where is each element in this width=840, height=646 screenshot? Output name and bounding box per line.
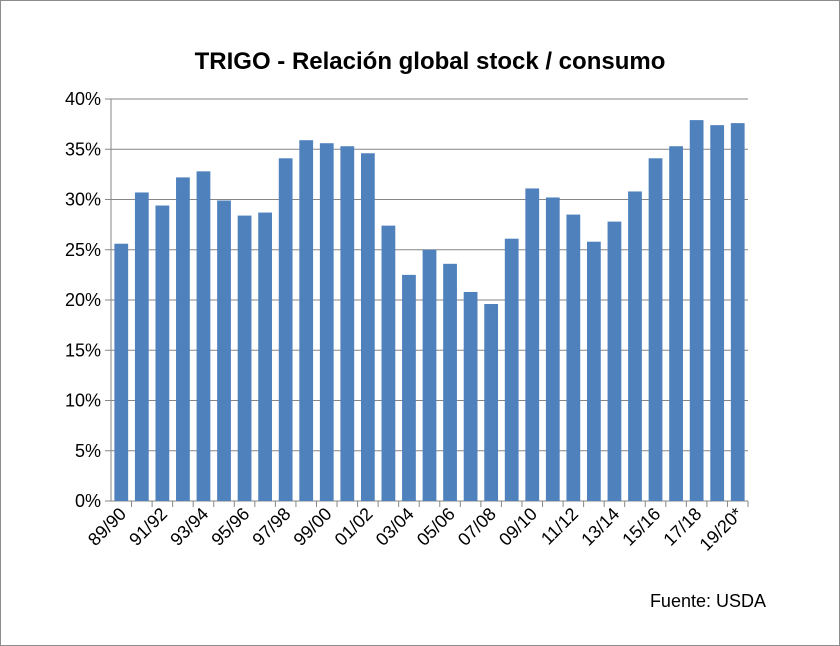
chart-title: TRIGO - Relación global stock / consumo [194,48,666,75]
y-tick-label: 20% [65,290,101,310]
x-tick-label: 05/06 [413,504,459,550]
x-tick-label: 19/20* [696,504,747,555]
x-tick-label: 93/94 [166,504,212,550]
source-note: Fuente: USDA [649,591,766,611]
bar [628,191,642,501]
bar [196,171,211,502]
x-tick-label: 99/00 [290,504,336,550]
x-tick-label: 15/16 [618,504,664,550]
y-tick-label: 30% [65,190,101,210]
x-tick-label: 03/04 [372,504,418,550]
bar [607,221,622,502]
bar [237,215,252,501]
y-tick-label: 40% [65,89,101,109]
bar [381,225,396,501]
bar [669,146,683,502]
bar [299,140,314,501]
x-tick-label: 97/98 [248,504,294,550]
bar [217,200,231,501]
bar [134,192,149,501]
x-tick-label: 95/96 [207,504,253,550]
bar [176,177,190,501]
bar [504,238,519,501]
y-tick-label: 0% [75,491,101,511]
bar [155,205,170,501]
bar [114,243,129,501]
bar [545,197,560,502]
y-tick-label: 10% [65,391,101,411]
bar [710,125,725,501]
x-tick-label: 13/14 [577,504,623,550]
bar [258,212,272,501]
bar [463,291,478,501]
x-tick-label: 91/92 [125,504,171,550]
y-tick-label: 15% [65,340,101,360]
bar [319,143,334,501]
bar [525,188,540,501]
x-tick-label: 09/10 [495,504,541,550]
bar [278,158,293,502]
bar [484,304,499,501]
y-tick-label: 5% [75,441,101,461]
bar [340,146,355,502]
bar [443,263,457,501]
bar [689,120,704,501]
x-tick-label: 11/12 [537,504,582,549]
bar [566,214,581,501]
bar [648,158,663,502]
bar [402,274,416,501]
x-tick-label: 01/02 [331,504,377,550]
bar [360,153,375,501]
y-tick-label: 25% [65,240,101,260]
x-tick-label: 07/08 [454,504,500,550]
bar [730,123,745,502]
bar [587,241,601,501]
bar [422,249,437,501]
y-tick-label: 35% [65,139,101,159]
